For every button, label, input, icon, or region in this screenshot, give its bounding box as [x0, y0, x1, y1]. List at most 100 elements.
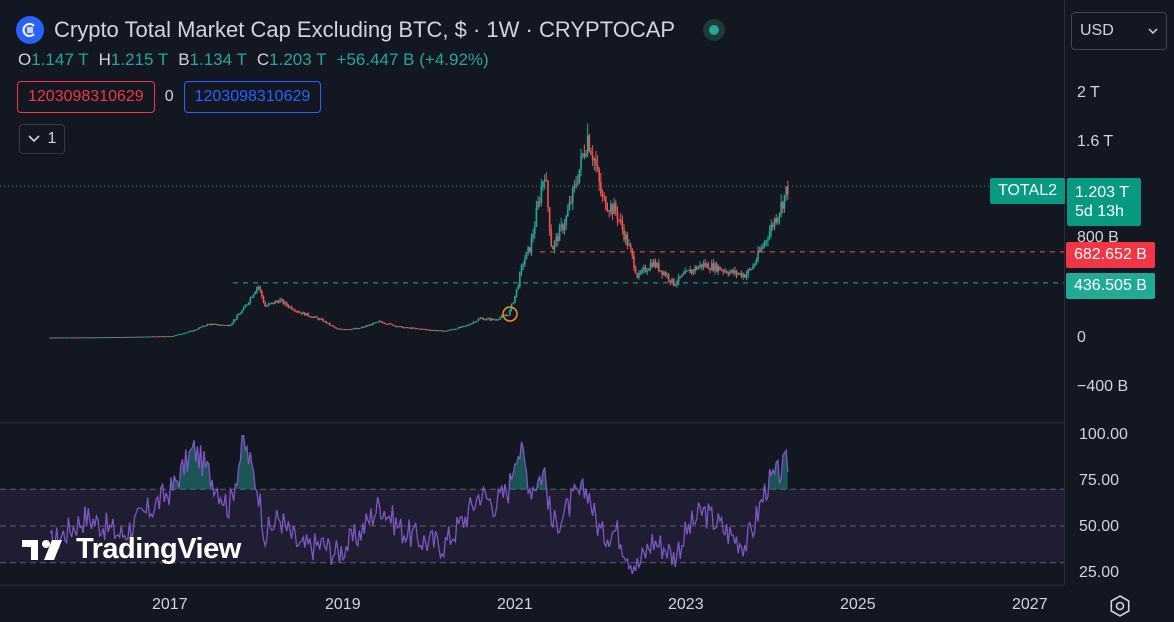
candle-body: [257, 286, 260, 288]
rsi-overbought-fill: [509, 473, 512, 490]
candle-body: [524, 259, 526, 265]
candle-body: [424, 329, 427, 331]
candle-body: [428, 329, 430, 331]
candle-body: [471, 323, 473, 325]
candle-body: [505, 314, 508, 316]
candle-body: [519, 272, 521, 287]
candle-body: [515, 289, 518, 296]
candle-body: [768, 231, 771, 240]
candle-body: [94, 337, 96, 339]
candle-body: [223, 325, 225, 327]
candle-body: [269, 303, 271, 305]
candle-body: [75, 337, 78, 339]
candle-body: [127, 336, 129, 338]
candle-body: [672, 278, 675, 286]
candle-body: [132, 336, 134, 338]
candle-body: [401, 326, 404, 328]
candle-body: [451, 329, 453, 331]
candle-body: [490, 318, 493, 321]
candle-body: [601, 193, 604, 197]
candle-body: [555, 236, 558, 242]
candle-body: [221, 324, 223, 326]
candle-body: [724, 270, 726, 272]
candle-body: [64, 337, 66, 339]
candle-body: [694, 266, 696, 272]
rsi-overbought-fill: [771, 469, 773, 490]
open-value: 1.147 T: [31, 50, 89, 69]
candle-body: [67, 337, 70, 339]
candle-body: [767, 239, 769, 241]
rsi-overbought-fill: [572, 484, 575, 490]
candle-body: [386, 324, 389, 326]
rsi-overbought-fill: [786, 450, 788, 490]
candle-body: [317, 317, 319, 320]
candle-body: [679, 276, 682, 278]
rsi-overbought-fill: [242, 435, 244, 490]
candle-body: [682, 273, 685, 275]
candle-body: [657, 263, 660, 271]
candle-body: [661, 270, 663, 275]
rsi-overbought-fill: [172, 475, 175, 490]
rsi-overbought-fill: [184, 449, 186, 490]
symbol-tag: TOTAL2: [990, 178, 1065, 204]
rsi-overbought-fill: [174, 475, 176, 490]
rsi-overbought-fill: [208, 464, 211, 490]
candle-body: [414, 328, 417, 330]
candle-body: [256, 287, 258, 292]
candle-body: [380, 321, 382, 323]
gear-icon[interactable]: [1108, 594, 1132, 618]
candle-body: [571, 187, 574, 203]
candle-body: [335, 327, 338, 329]
candle-body: [717, 266, 720, 272]
candle-body: [252, 294, 255, 298]
rsi-overbought-fill: [576, 487, 578, 490]
candle-body: [570, 202, 572, 204]
collapse-indicators-button[interactable]: 1: [19, 124, 65, 154]
candle-body: [722, 270, 725, 272]
candle-body: [141, 336, 144, 338]
candle-body: [454, 328, 457, 330]
candle-body: [567, 209, 569, 217]
candle-body: [638, 272, 640, 278]
candle-body: [77, 337, 80, 339]
candle-body: [489, 318, 491, 321]
rsi-overbought-fill: [511, 473, 514, 490]
candle-body: [289, 306, 291, 308]
candle-body: [692, 269, 695, 272]
rsi-overbought-fill: [776, 460, 778, 490]
rsi-overbought-fill: [197, 446, 200, 490]
rsi-overbought-fill: [160, 484, 163, 490]
candle-body: [588, 135, 591, 152]
currency-select[interactable]: USD: [1071, 12, 1167, 50]
rsi-tick-label: 50.00: [1079, 518, 1120, 535]
candle-body: [477, 318, 480, 321]
candle-body: [294, 310, 296, 312]
candle-body: [777, 217, 779, 223]
candle-body: [368, 324, 371, 326]
rsi-overbought-fill: [538, 476, 540, 490]
candle-body: [520, 265, 523, 273]
candle-body: [57, 337, 60, 339]
candle-body: [550, 230, 553, 247]
candle-body: [691, 269, 693, 274]
candle-body: [270, 302, 273, 304]
candle-body: [361, 326, 364, 328]
candle-body: [297, 311, 300, 313]
candle-body: [284, 302, 286, 304]
candle-body: [618, 219, 620, 221]
candle-body: [538, 201, 541, 203]
price-tick-label: 0: [1077, 329, 1086, 346]
symbol-title[interactable]: Crypto Total Market Cap Excluding BTC, $…: [54, 17, 676, 42]
candle-body: [753, 263, 756, 266]
blue-line-input[interactable]: 1203098310629: [183, 81, 322, 113]
candle-body: [196, 329, 199, 331]
rsi-overbought-fill: [251, 464, 254, 490]
candle-body: [186, 332, 189, 334]
candle-body: [332, 325, 334, 327]
symbol-icon[interactable]: [16, 16, 44, 44]
red-line-input[interactable]: 1203098310629: [17, 81, 155, 113]
candle-body: [60, 337, 63, 339]
candle-body: [674, 284, 677, 286]
candle-body: [750, 269, 753, 271]
candle-body: [290, 306, 293, 310]
